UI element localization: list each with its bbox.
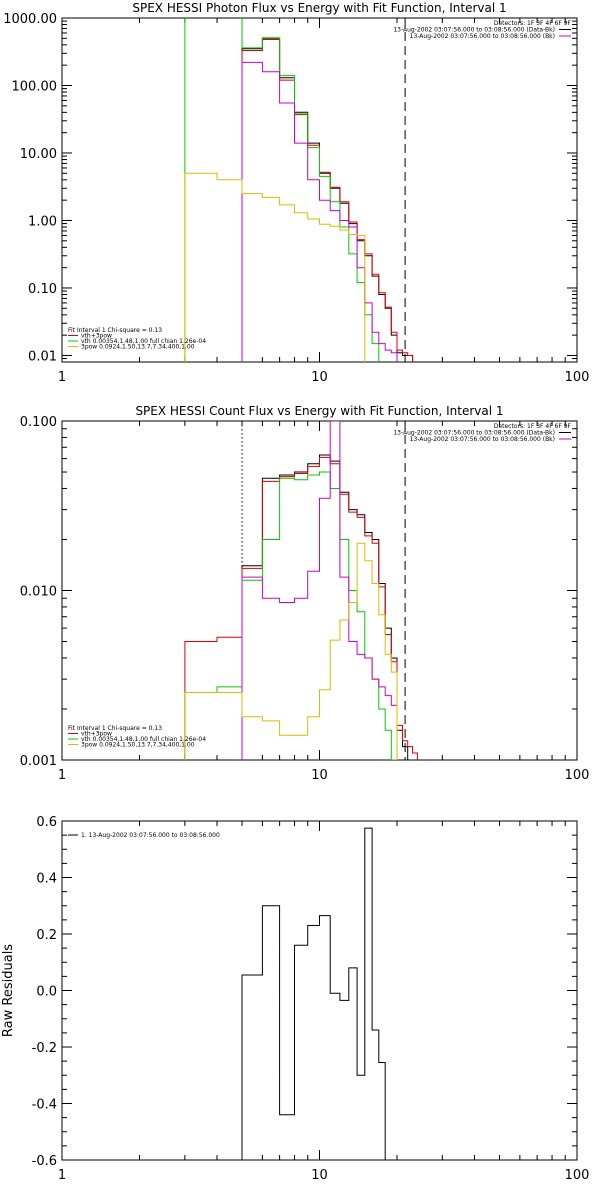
header-line: 13-Aug-2002 03:07:56.000 to 03:08:56.000…	[393, 27, 555, 34]
y-tick-label: 10.00	[20, 147, 57, 162]
histogram-series-2	[184, 18, 380, 362]
y-tick-label: 0.010	[20, 585, 57, 600]
legend-entry: vth 0.00354,1.48,1.00 full chian 1.26e-0…	[81, 736, 206, 743]
histogram-series-0	[241, 454, 414, 760]
y-tick-label: -0.2	[32, 1041, 57, 1056]
x-tick-label: 10	[311, 1168, 328, 1183]
histogram-series-1	[184, 456, 418, 760]
histogram-series-4	[184, 172, 366, 362]
y-tick-label: 0.100	[20, 415, 57, 430]
x-tick-label: 100	[565, 1168, 590, 1183]
x-tick-label: 10	[311, 768, 328, 783]
legend-entry: Fit Interval 1 Chi-square = 0.13	[68, 725, 162, 732]
legend-entry: vth+3pow	[81, 731, 112, 738]
y-tick-label: 0.2	[36, 928, 57, 943]
header-line: Detectors: 1F 3F 4F 6F 9F	[494, 423, 572, 430]
histogram-series-1	[241, 39, 414, 362]
legend-entry: 3pow 0.0924,1.50,13.7,7.34,400,1.00	[81, 344, 195, 351]
histogram-series-4	[184, 542, 398, 760]
x-tick-label: 100	[565, 768, 590, 783]
x-tick-label: 1	[58, 370, 66, 385]
y-tick-label: -0.4	[32, 1098, 57, 1113]
header-line: 13-Aug-2002 03:07:56.000 to 03:08:56.000…	[410, 33, 555, 40]
chart-title: SPEX HESSI Count Flux vs Energy with Fit…	[135, 404, 503, 418]
histogram-series-3	[241, 61, 398, 362]
header-line: 13-Aug-2002 03:07:56.000 to 03:08:56.000…	[410, 436, 555, 443]
y-tick-label: 0.10	[28, 282, 57, 297]
legend-entry: 3pow 0.0924,1.50,13.7,7.34,400,1.00	[81, 742, 195, 749]
header-line: 13-Aug-2002 03:07:56.000 to 03:08:56.000…	[393, 430, 555, 437]
y-tick-label: 1.00	[28, 214, 57, 229]
y-tick-label: 0.01	[28, 349, 57, 364]
legend-entry: vth+3pow	[81, 333, 112, 340]
legend-entry: Fit Interval 1 Chi-square = 0.13	[68, 327, 162, 334]
histogram-series-0	[241, 827, 386, 1160]
y-tick-label: 0.4	[36, 872, 57, 887]
chart-title: SPEX HESSI Photon Flux vs Energy with Fi…	[132, 1, 506, 15]
y-tick-label: 0.6	[36, 815, 57, 830]
plot-frame	[61, 820, 578, 1161]
histogram-series-3	[241, 421, 398, 760]
histogram-series-0	[241, 37, 414, 362]
y-tick-label: 0.0	[36, 985, 57, 1000]
y-tick-label: -0.6	[32, 1154, 57, 1169]
histogram-series-2	[184, 471, 398, 760]
x-tick-label: 1	[58, 768, 66, 783]
legend-entry: 1. 13-Aug-2002 03:07:56.000 to 03:08:56.…	[81, 832, 220, 839]
y-tick-label: 1000.00	[3, 12, 57, 27]
y-tick-label: 0.001	[20, 754, 57, 769]
x-tick-label: 10	[311, 370, 328, 385]
y-tick-label: 100.00	[12, 79, 58, 94]
y-axis-label: Raw Residuals	[1, 944, 16, 1037]
x-tick-label: 1	[58, 1168, 66, 1183]
legend-entry: vth 0.00354,1.48,1.00 full chian 1.26e-0…	[81, 338, 206, 345]
x-tick-label: 100	[565, 370, 590, 385]
header-line: Detectors: 1F 3F 4F 6F 9F	[494, 20, 572, 27]
